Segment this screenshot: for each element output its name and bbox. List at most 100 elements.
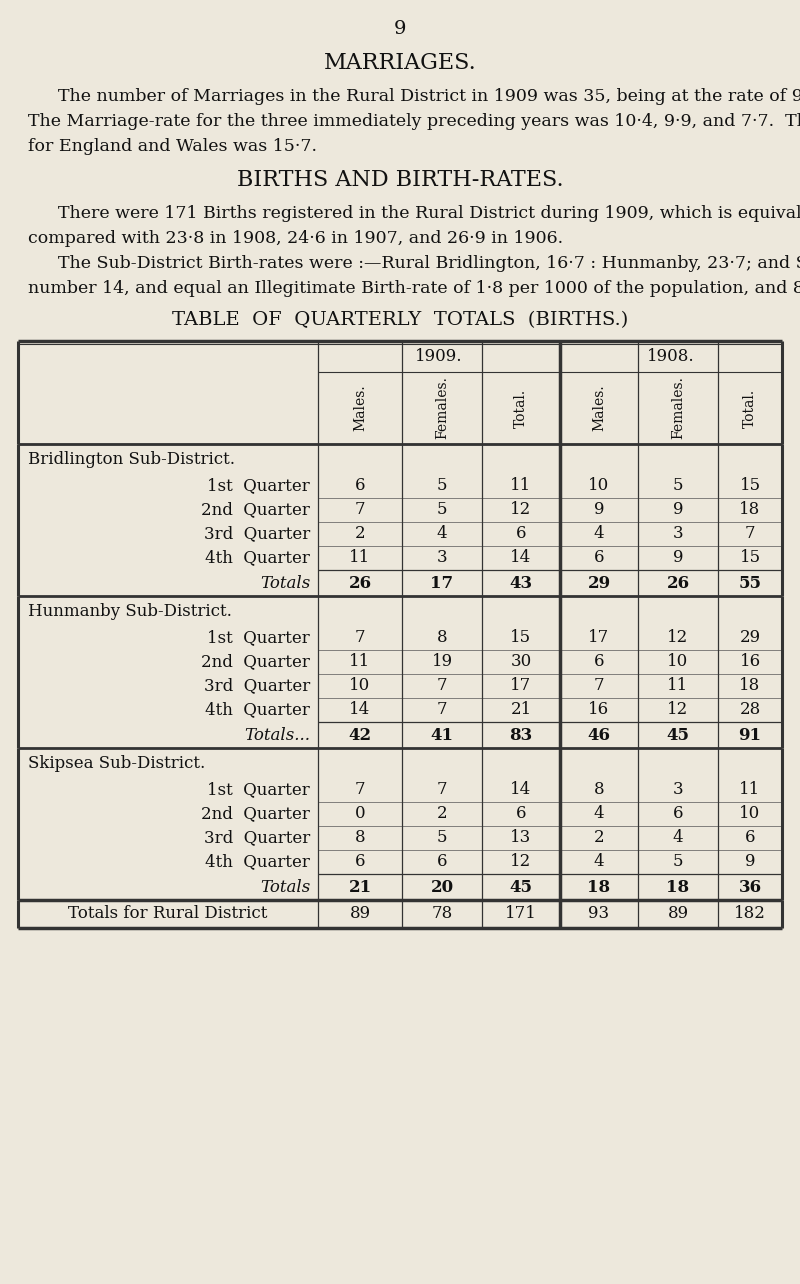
Text: 4: 4 (594, 525, 604, 543)
Text: 9: 9 (745, 854, 755, 871)
Text: 2: 2 (354, 525, 366, 543)
Text: 45: 45 (510, 878, 533, 895)
Text: 4th  Quarter: 4th Quarter (205, 550, 310, 566)
Text: 78: 78 (431, 905, 453, 922)
Text: Totals...: Totals... (244, 727, 310, 743)
Text: 13: 13 (510, 829, 532, 846)
Text: Total.: Total. (514, 389, 528, 428)
Text: 4th  Quarter: 4th Quarter (205, 854, 310, 871)
Text: 5: 5 (437, 502, 447, 519)
Text: 18: 18 (587, 878, 610, 895)
Text: 3rd  Quarter: 3rd Quarter (204, 525, 310, 543)
Text: 55: 55 (738, 574, 762, 592)
Text: 29: 29 (587, 574, 610, 592)
Text: 6: 6 (673, 805, 683, 823)
Text: 7: 7 (594, 678, 604, 695)
Text: 182: 182 (734, 905, 766, 922)
Text: 4: 4 (673, 829, 683, 846)
Text: 10: 10 (350, 678, 370, 695)
Text: 91: 91 (738, 727, 762, 743)
Text: 18: 18 (666, 878, 690, 895)
Text: 5: 5 (673, 478, 683, 494)
Text: 4th  Quarter: 4th Quarter (205, 701, 310, 719)
Text: Bridlington Sub-District.: Bridlington Sub-District. (28, 451, 235, 467)
Text: 8: 8 (437, 629, 447, 647)
Text: 18: 18 (739, 502, 761, 519)
Text: Females.: Females. (435, 376, 449, 439)
Text: 1st  Quarter: 1st Quarter (207, 478, 310, 494)
Text: 6: 6 (354, 478, 366, 494)
Text: 83: 83 (510, 727, 533, 743)
Text: 3: 3 (437, 550, 447, 566)
Text: 5: 5 (437, 829, 447, 846)
Text: 6: 6 (594, 654, 604, 670)
Text: 41: 41 (430, 727, 454, 743)
Text: 17: 17 (510, 678, 532, 695)
Text: 1st  Quarter: 1st Quarter (207, 629, 310, 647)
Text: 6: 6 (354, 854, 366, 871)
Text: 11: 11 (739, 782, 761, 799)
Text: Females.: Females. (671, 376, 685, 439)
Text: 7: 7 (437, 701, 447, 719)
Text: 11: 11 (510, 478, 532, 494)
Text: 6: 6 (516, 525, 526, 543)
Text: 89: 89 (350, 905, 370, 922)
Text: 15: 15 (739, 550, 761, 566)
Text: 7: 7 (437, 678, 447, 695)
Text: 21: 21 (510, 701, 532, 719)
Text: 8: 8 (594, 782, 604, 799)
Text: 7: 7 (354, 502, 366, 519)
Text: 5: 5 (673, 854, 683, 871)
Text: 3: 3 (673, 782, 683, 799)
Text: BIRTHS AND BIRTH-RATES.: BIRTHS AND BIRTH-RATES. (237, 169, 563, 191)
Text: 3rd  Quarter: 3rd Quarter (204, 678, 310, 695)
Text: 6: 6 (516, 805, 526, 823)
Text: 30: 30 (510, 654, 532, 670)
Text: 20: 20 (430, 878, 454, 895)
Text: 42: 42 (349, 727, 371, 743)
Text: 45: 45 (666, 727, 690, 743)
Text: 16: 16 (589, 701, 610, 719)
Text: 21: 21 (349, 878, 371, 895)
Text: 2nd  Quarter: 2nd Quarter (201, 805, 310, 823)
Text: 15: 15 (739, 478, 761, 494)
Text: 18: 18 (739, 678, 761, 695)
Text: 10: 10 (739, 805, 761, 823)
Text: There were 171 Births registered in the Rural District during 1909, which is equ: There were 171 Births registered in the … (58, 205, 800, 222)
Text: 15: 15 (510, 629, 531, 647)
Text: 14: 14 (350, 701, 370, 719)
Text: 11: 11 (667, 678, 689, 695)
Text: 6: 6 (745, 829, 755, 846)
Text: Totals for Rural District: Totals for Rural District (68, 905, 268, 922)
Text: 5: 5 (437, 478, 447, 494)
Text: 46: 46 (587, 727, 610, 743)
Text: 2nd  Quarter: 2nd Quarter (201, 502, 310, 519)
Text: 9: 9 (594, 502, 604, 519)
Text: 19: 19 (431, 654, 453, 670)
Text: number 14, and equal an Illegitimate Birth-rate of 1·8 per 1000 of the populatio: number 14, and equal an Illegitimate Bir… (28, 280, 800, 297)
Text: 9: 9 (673, 502, 683, 519)
Text: 0: 0 (354, 805, 366, 823)
Text: 12: 12 (667, 701, 689, 719)
Text: 2: 2 (437, 805, 447, 823)
Text: 12: 12 (667, 629, 689, 647)
Text: 89: 89 (667, 905, 689, 922)
Text: 17: 17 (430, 574, 454, 592)
Text: 26: 26 (666, 574, 690, 592)
Text: 7: 7 (354, 782, 366, 799)
Text: 28: 28 (739, 701, 761, 719)
Text: 4: 4 (594, 854, 604, 871)
Text: 93: 93 (589, 905, 610, 922)
Text: The Marriage-rate for the three immediately preceding years was 10·4, 9·9, and 7: The Marriage-rate for the three immediat… (28, 113, 800, 130)
Text: 9: 9 (673, 550, 683, 566)
Text: Totals: Totals (260, 878, 310, 895)
Text: 1st  Quarter: 1st Quarter (207, 782, 310, 799)
Text: 29: 29 (739, 629, 761, 647)
Text: 1908.: 1908. (647, 348, 695, 365)
Text: 14: 14 (510, 550, 532, 566)
Text: 8: 8 (354, 829, 366, 846)
Text: 10: 10 (667, 654, 689, 670)
Text: 36: 36 (738, 878, 762, 895)
Text: 2: 2 (594, 829, 604, 846)
Text: 43: 43 (510, 574, 533, 592)
